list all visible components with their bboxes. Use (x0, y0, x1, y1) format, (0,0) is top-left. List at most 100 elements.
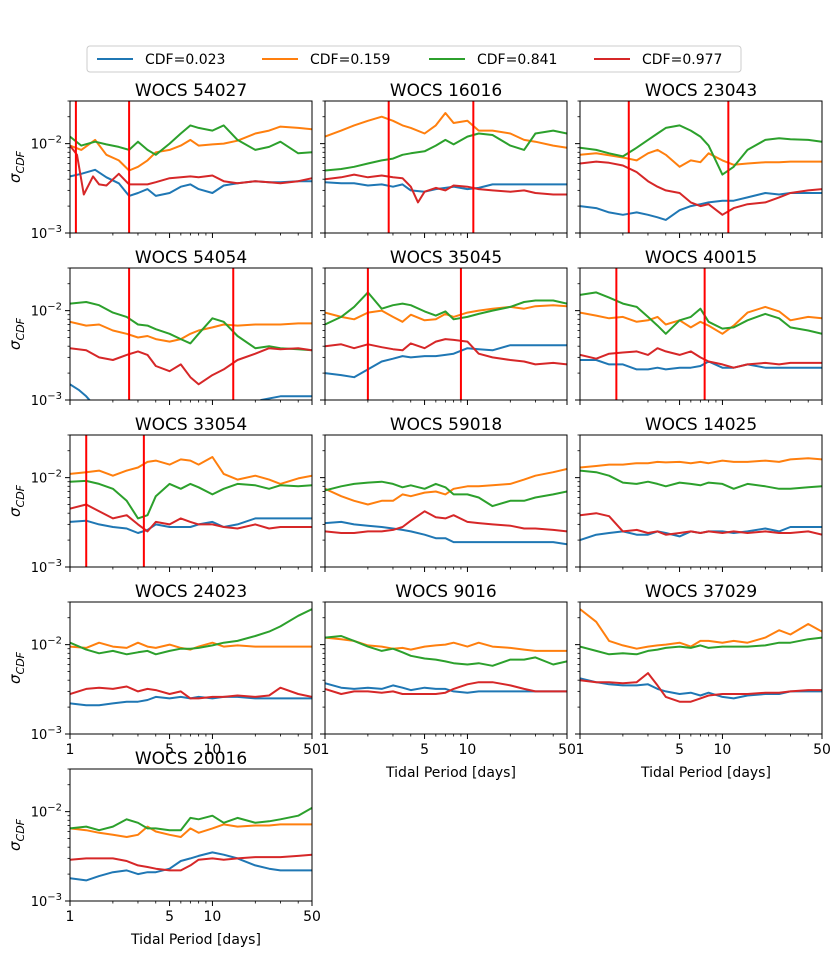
series-line-1 (580, 148, 822, 168)
plot-area (70, 435, 312, 567)
series-line-2 (580, 469, 822, 490)
series-line-3 (580, 160, 822, 216)
series-line-2 (70, 807, 312, 832)
x-tick-label: 5 (420, 742, 429, 758)
axes-frame (69, 267, 313, 401)
x-tick-label: 10 (459, 742, 477, 758)
y-tick-label: 10−3 (31, 224, 62, 242)
series-line-2 (580, 636, 822, 656)
y-tick-label: 10−3 (31, 892, 62, 910)
axes-frame (69, 768, 313, 902)
y-tick-label: 10−2 (31, 302, 62, 320)
x-tick-label: 1 (321, 742, 330, 758)
series-line-3 (580, 672, 822, 703)
x-tick-label: 50 (303, 909, 321, 925)
plot-area (70, 268, 312, 400)
y-tick-label: 10−2 (31, 636, 62, 654)
x-tick-label: 1 (66, 742, 75, 758)
x-tick-label: 5 (675, 742, 684, 758)
panel-2: WOCS 23043 (575, 81, 823, 238)
series-line-0 (580, 677, 822, 700)
y-axis-label: σCDF (6, 818, 27, 851)
panel-9: WOCS 24023 10−3 10−2 1 5 10 50 σCDF (6, 582, 321, 758)
panel-title: WOCS 54054 (135, 248, 247, 268)
panel-title: WOCS 54027 (135, 81, 247, 101)
x-tick-label: 10 (204, 909, 222, 925)
series-line-1 (325, 112, 567, 149)
plot-area (325, 635, 567, 695)
panel-title: WOCS 33054 (135, 415, 247, 435)
series-line-2 (70, 124, 312, 156)
axes-frame (69, 601, 313, 735)
series-line-2 (580, 291, 822, 335)
series-line-3 (70, 853, 312, 872)
series-line-3 (325, 510, 567, 534)
axes-frame (579, 434, 823, 568)
series-line-3 (70, 144, 312, 196)
panel-5: WOCS 40015 (575, 248, 823, 405)
legend-label-0: CDF=0.023 (145, 52, 225, 68)
x-tick-label: 50 (813, 742, 831, 758)
y-axis-label: σCDF (6, 484, 27, 517)
series-line-1 (580, 608, 822, 650)
series-line-3 (325, 173, 567, 204)
legend-frame (86, 45, 742, 73)
plot-area (70, 608, 312, 707)
series-line-2 (70, 479, 312, 520)
series-line-3 (325, 338, 567, 366)
series-line-1 (70, 125, 312, 172)
y-tick-label: 10−3 (31, 725, 62, 743)
series-line-3 (580, 347, 822, 369)
series-line-2 (70, 301, 312, 352)
plot-area (325, 101, 567, 233)
panel-12: WOCS 20016 10−3 10−2 1 5 10 50 σCDF (6, 749, 321, 925)
panel-11: WOCS 37029 1 5 10 50 (575, 582, 831, 758)
axes-frame (324, 434, 568, 568)
panel-title: WOCS 9016 (395, 582, 497, 602)
plot-area (580, 457, 822, 542)
series-line-3 (70, 503, 312, 533)
legend: CDF=0.023 CDF=0.159 CDF=0.841 CDF=0.977 (86, 45, 742, 73)
panel-title: WOCS 23043 (645, 81, 757, 101)
y-axis-label: σCDF (6, 651, 27, 684)
x-tick-label: 50 (558, 742, 576, 758)
series-line-0 (325, 344, 567, 379)
panel-title: WOCS 20016 (135, 749, 247, 769)
x-tick-label: 10 (714, 742, 732, 758)
plot-area (325, 468, 567, 546)
x-axis-label: Tidal Period [days] (640, 765, 771, 781)
plot-area (580, 268, 822, 400)
x-tick-label: 5 (165, 909, 174, 925)
series-line-1 (325, 304, 567, 323)
axes-frame (579, 100, 823, 234)
y-axis-label: σCDF (6, 317, 27, 350)
series-line-0 (70, 851, 312, 882)
plot-area (70, 807, 312, 882)
x-tick-label: 1 (576, 742, 585, 758)
series-line-3 (580, 512, 822, 536)
x-tick-label: 10 (204, 742, 222, 758)
series-line-1 (70, 320, 312, 343)
y-axis-label: σCDF (6, 150, 27, 183)
x-axis-label: Tidal Period [days] (130, 932, 261, 948)
series-line-0 (70, 695, 312, 707)
series-line-0 (325, 520, 567, 546)
panel-title: WOCS 14025 (645, 415, 757, 435)
panel-title: WOCS 35045 (390, 248, 502, 268)
panel-title: WOCS 59018 (390, 415, 502, 435)
series-line-2 (325, 291, 567, 326)
panel-10: WOCS 9016 1 5 10 50 (320, 582, 576, 758)
legend-label-3: CDF=0.977 (642, 52, 722, 68)
series-line-3 (70, 347, 312, 386)
series-line-2 (325, 635, 567, 667)
series-line-1 (580, 305, 822, 335)
axes-frame (579, 267, 823, 401)
series-line-1 (580, 457, 822, 469)
plot-area (580, 101, 822, 233)
plot-area (580, 608, 822, 703)
series-line-2 (325, 129, 567, 172)
